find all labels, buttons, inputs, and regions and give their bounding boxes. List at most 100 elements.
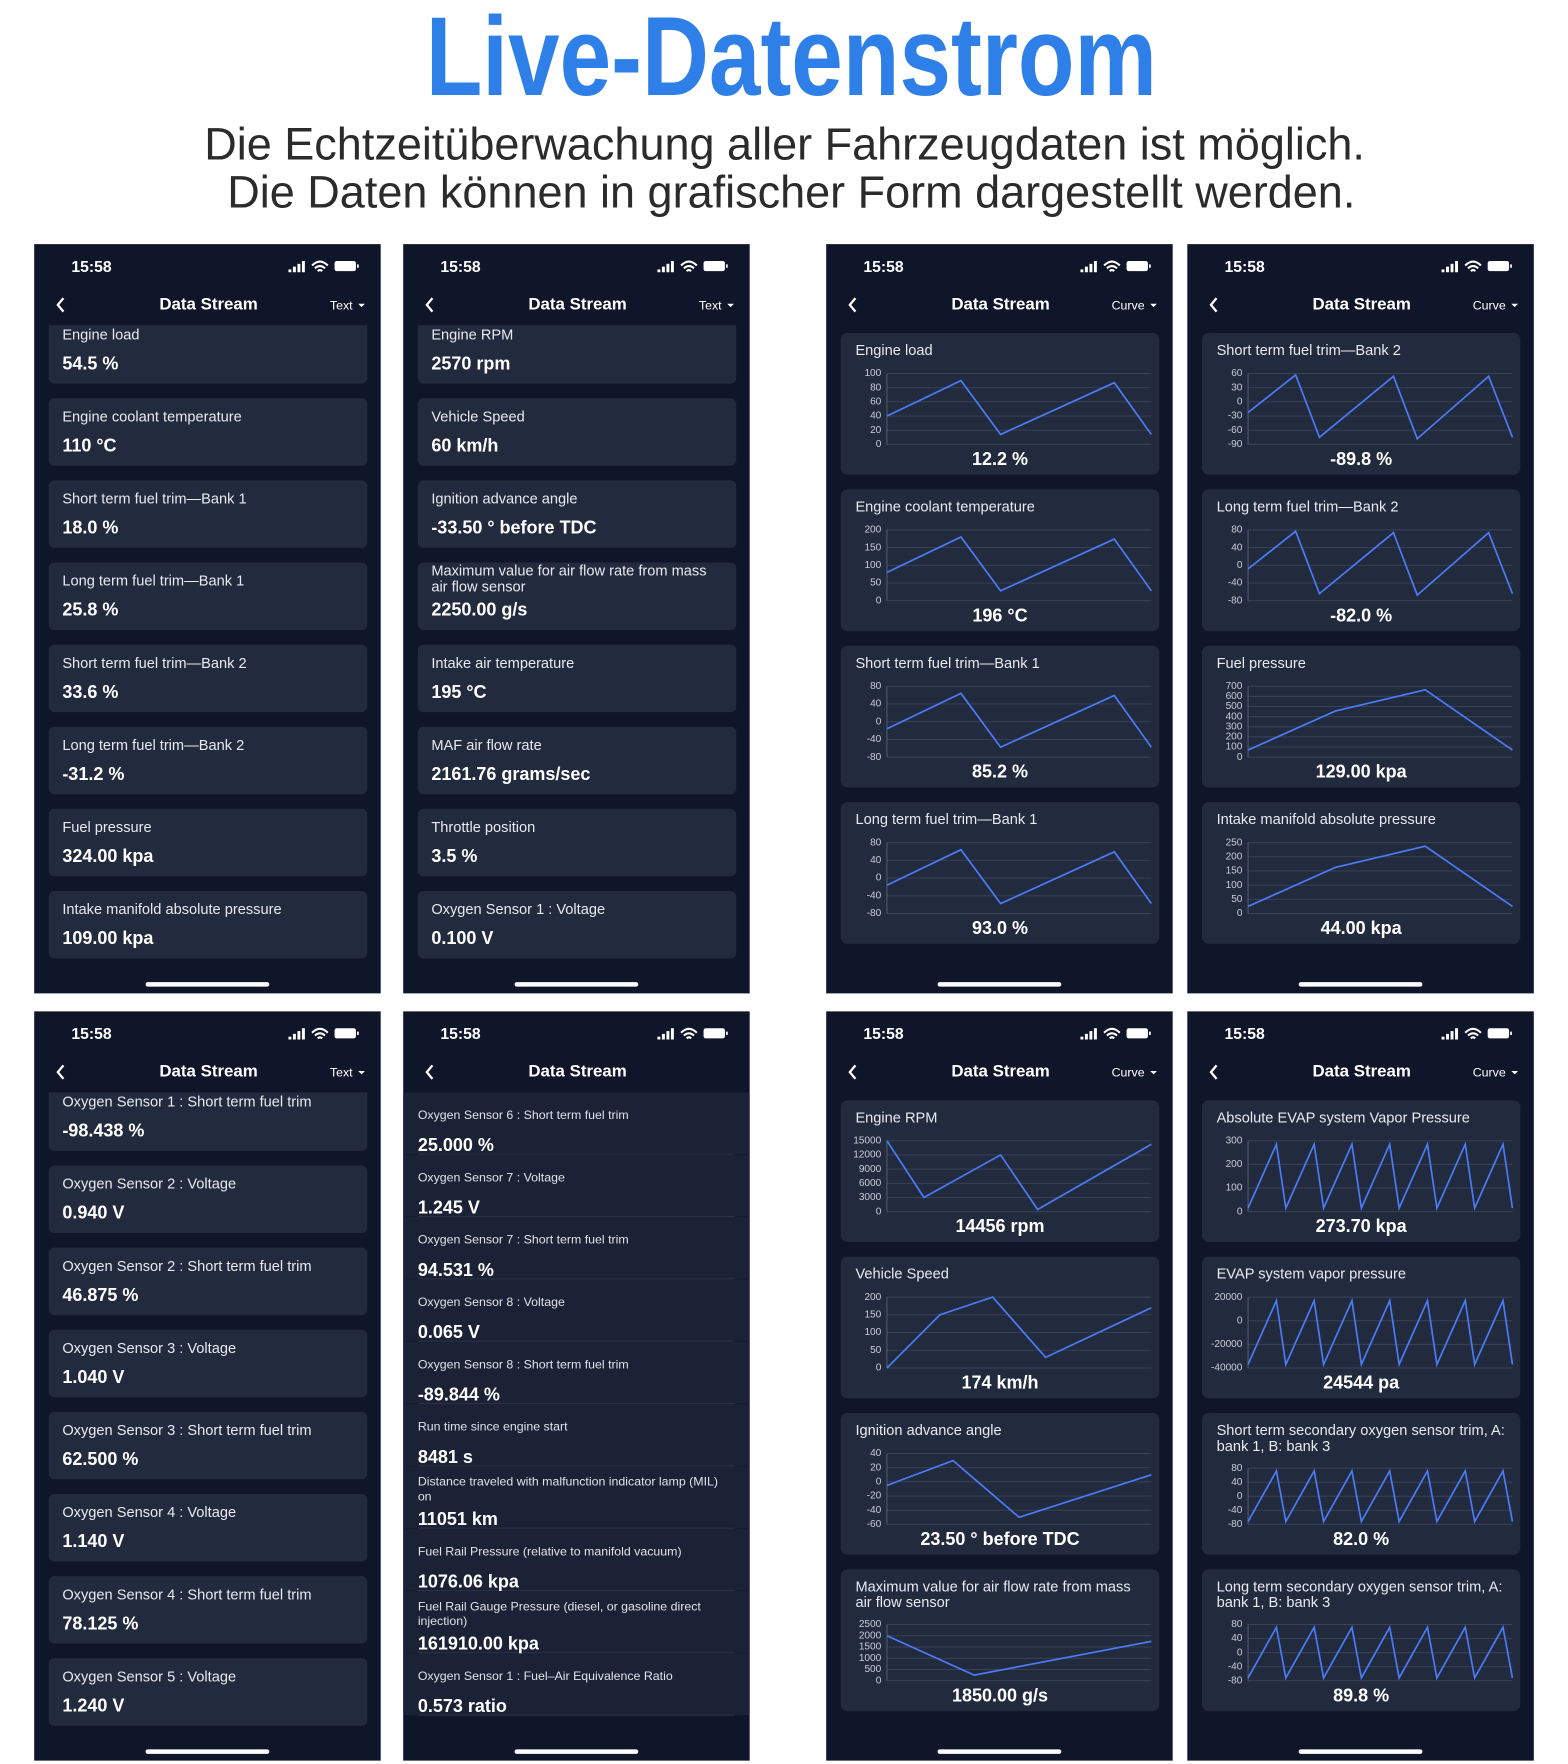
data-card[interactable] bbox=[417, 316, 737, 384]
data-card[interactable] bbox=[48, 316, 368, 384]
item-value: -98.438 % bbox=[62, 1121, 144, 1141]
curve-card[interactable] bbox=[1201, 802, 1521, 944]
data-card[interactable] bbox=[48, 1247, 368, 1316]
list-row[interactable] bbox=[403, 1217, 750, 1279]
subtitle: Die Echtzeitüberwachung aller Fahrzeugda… bbox=[204, 118, 1365, 169]
data-card[interactable] bbox=[48, 398, 368, 466]
data-card[interactable] bbox=[417, 644, 737, 713]
mode-dropdown[interactable]: Curve bbox=[1112, 1066, 1145, 1080]
mode-dropdown[interactable]: Text bbox=[330, 298, 353, 312]
list-row[interactable] bbox=[403, 1092, 750, 1155]
curve-card[interactable] bbox=[840, 333, 1160, 475]
data-card[interactable] bbox=[48, 891, 368, 959]
list-row[interactable] bbox=[403, 1528, 750, 1591]
data-card[interactable] bbox=[48, 1329, 368, 1398]
back-button[interactable] bbox=[56, 1064, 65, 1080]
curve-line bbox=[1247, 529, 1514, 597]
home-indicator bbox=[145, 982, 270, 987]
data-card[interactable] bbox=[48, 1494, 368, 1562]
wifi-icon bbox=[680, 260, 698, 272]
list-row[interactable] bbox=[403, 1590, 750, 1653]
battery-cap bbox=[726, 1031, 728, 1035]
data-card[interactable] bbox=[48, 480, 368, 548]
mode-dropdown[interactable]: Text bbox=[699, 298, 722, 312]
data-card[interactable] bbox=[48, 1083, 368, 1151]
item-label: Fuel Rail Pressure (relative to manifold… bbox=[418, 1545, 682, 1559]
tick-label: 700 bbox=[1226, 681, 1243, 692]
signal-bar bbox=[661, 266, 665, 273]
data-card[interactable] bbox=[48, 1576, 368, 1644]
back-button[interactable] bbox=[425, 1064, 434, 1080]
mode-dropdown[interactable]: Curve bbox=[1473, 1066, 1506, 1080]
data-card[interactable] bbox=[48, 1411, 368, 1480]
status-time: 15:58 bbox=[71, 1026, 112, 1043]
curve-card[interactable] bbox=[840, 1413, 1160, 1555]
home-indicator bbox=[1298, 982, 1423, 987]
item-label: Engine RPM bbox=[431, 327, 513, 343]
tick-label: 100 bbox=[1226, 880, 1243, 891]
data-card[interactable] bbox=[417, 726, 737, 795]
back-button[interactable] bbox=[848, 1064, 857, 1080]
tick-label: 3000 bbox=[859, 1192, 882, 1203]
signal-bar bbox=[301, 261, 305, 273]
wifi-icon bbox=[1464, 1027, 1482, 1040]
curve-card[interactable] bbox=[1201, 1100, 1521, 1242]
data-card[interactable] bbox=[417, 808, 737, 877]
list-row[interactable] bbox=[403, 1279, 750, 1342]
content-list: Oxygen Sensor 6 : Short term fuel trim 25… bbox=[403, 1092, 750, 1716]
data-card[interactable] bbox=[417, 480, 737, 548]
tick-label: 12000 bbox=[853, 1150, 881, 1161]
signal-bar bbox=[1446, 1033, 1449, 1040]
data-card[interactable] bbox=[417, 398, 737, 466]
curve-card[interactable] bbox=[1201, 1256, 1521, 1399]
list-row[interactable] bbox=[403, 1466, 750, 1529]
item-label: Vehicle Speed bbox=[855, 1266, 948, 1282]
data-card[interactable] bbox=[48, 1658, 368, 1726]
list-row[interactable] bbox=[403, 1341, 750, 1404]
curve-card[interactable] bbox=[840, 1100, 1160, 1242]
data-card[interactable] bbox=[48, 562, 368, 631]
back-button[interactable] bbox=[848, 297, 857, 313]
data-card[interactable] bbox=[48, 1165, 368, 1234]
mode-dropdown[interactable]: Curve bbox=[1473, 298, 1506, 312]
tick-label: -40 bbox=[1228, 578, 1243, 589]
data-card[interactable] bbox=[417, 891, 737, 959]
curve-card[interactable] bbox=[840, 489, 1160, 632]
tick-label: -80 bbox=[1228, 1519, 1243, 1530]
mode-dropdown[interactable]: Curve bbox=[1112, 298, 1145, 312]
content-list: Engine load 54.5 % Engine coolant temperat… bbox=[48, 316, 368, 959]
list-row[interactable] bbox=[403, 1404, 750, 1466]
back-button[interactable] bbox=[56, 297, 65, 313]
curve-line bbox=[886, 848, 1152, 905]
curve-card[interactable] bbox=[840, 802, 1160, 944]
battery-cap bbox=[1149, 264, 1151, 268]
back-button[interactable] bbox=[425, 297, 434, 313]
wifi-icon bbox=[311, 260, 329, 272]
curve-card[interactable] bbox=[840, 1569, 1160, 1712]
curve-card[interactable] bbox=[1201, 1569, 1521, 1712]
wifi-icon bbox=[680, 1027, 698, 1040]
tick-label: 40 bbox=[1231, 1477, 1243, 1488]
data-card[interactable] bbox=[48, 726, 368, 795]
tick-label: 100 bbox=[864, 1327, 881, 1338]
item-value: 1850.00 g/s bbox=[952, 1685, 1048, 1705]
tick-label: 200 bbox=[864, 525, 881, 536]
curve-card[interactable] bbox=[840, 1256, 1160, 1399]
data-card[interactable] bbox=[48, 644, 368, 713]
data-card[interactable] bbox=[417, 562, 737, 631]
curve-card[interactable] bbox=[1201, 1413, 1521, 1555]
list-row[interactable] bbox=[403, 1653, 750, 1716]
item-label: Engine load bbox=[855, 343, 932, 359]
back-button[interactable] bbox=[1209, 297, 1218, 313]
curve-card[interactable] bbox=[840, 645, 1160, 788]
screen-title: Data Stream bbox=[528, 294, 626, 313]
status-time: 15:58 bbox=[71, 259, 112, 276]
list-row[interactable] bbox=[403, 1154, 750, 1217]
content-list: Engine RPM 2570 rpm Vehicle Speed 60 km/h Ig… bbox=[417, 316, 737, 959]
back-button[interactable] bbox=[1209, 1064, 1218, 1080]
mode-dropdown[interactable]: Text bbox=[330, 1066, 353, 1080]
tick-label: 0 bbox=[1237, 1647, 1243, 1658]
data-card[interactable] bbox=[48, 808, 368, 877]
item-label: Ignition advance angle bbox=[855, 1423, 1001, 1439]
item-label: Oxygen Sensor 8 : Short term fuel trim bbox=[418, 1358, 629, 1372]
